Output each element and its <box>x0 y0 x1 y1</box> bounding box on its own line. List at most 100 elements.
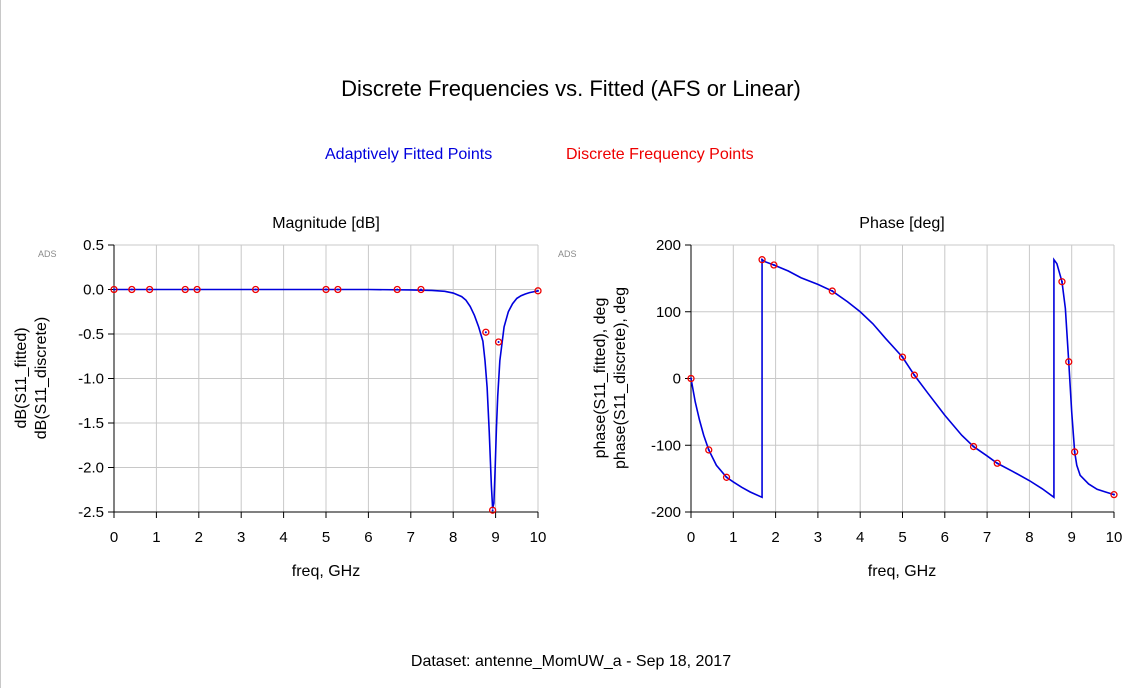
y-axis-label-1: dB(S11_discrete) <box>33 317 50 439</box>
fitted-point-10 <box>1060 280 1063 283</box>
discrete-point-9 <box>993 459 1001 467</box>
discrete-point-5 <box>251 285 260 294</box>
fitted-point-12 <box>497 341 500 344</box>
fitted-point-3 <box>184 288 187 291</box>
x-tick-label-9: 9 <box>1068 529 1076 546</box>
fitted-point-1 <box>130 288 133 291</box>
x-tick-label-8: 8 <box>1025 529 1033 546</box>
x-tick-label-5: 5 <box>898 529 906 546</box>
y-tick-label-6: -2.5 <box>78 504 104 521</box>
y-axis-label-1: phase(S11_discrete), deg <box>612 287 629 469</box>
series-line-fitted <box>114 288 539 509</box>
chart-panel-1: 0 1 2 3 4 5 6 7 8 9 10 200 100 0 -100 -200 Phase [deg] AD… <box>558 215 1122 580</box>
fitted-point-5 <box>831 290 834 293</box>
x-tick-label-4: 4 <box>279 529 287 546</box>
y-axis-label-0: phase(S11_fitted), deg <box>592 298 609 459</box>
fitted-point-11 <box>491 509 494 512</box>
y-tick-label-5: -2.0 <box>78 460 104 477</box>
fitted-point-13 <box>537 289 539 292</box>
discrete-point-2 <box>722 473 731 481</box>
ads-watermark: ADS <box>38 249 57 259</box>
discrete-point-0 <box>110 285 118 294</box>
fitted-point-1 <box>707 448 710 451</box>
x-tick-label-5: 5 <box>322 529 330 546</box>
discrete-point-4 <box>193 285 201 294</box>
fitted-point-4 <box>772 264 775 267</box>
fitted-point-7 <box>913 374 916 377</box>
legend-fitted: Adaptively Fitted Points <box>325 146 493 163</box>
x-tick-label-3: 3 <box>237 529 245 546</box>
discrete-point-1 <box>705 446 713 454</box>
page-title: Discrete Frequencies vs. Fitted (AFS or … <box>341 76 801 101</box>
discrete-point-12 <box>1071 448 1079 456</box>
x-tick-label-2: 2 <box>771 529 779 546</box>
fitted-point-11 <box>1067 360 1070 363</box>
discrete-point-12 <box>494 338 503 346</box>
x-tick-label-0: 0 <box>110 529 118 546</box>
discrete-point-13 <box>1110 490 1118 499</box>
discrete-point-11 <box>488 506 497 514</box>
fitted-point-8 <box>972 445 975 448</box>
y-tick-label-1: 100 <box>656 304 681 321</box>
fitted-point-4 <box>196 288 199 291</box>
fitted-point-2 <box>725 476 728 479</box>
panel-title: Phase [deg] <box>859 215 944 232</box>
fitted-point-13 <box>1113 493 1115 496</box>
fitted-point-9 <box>419 288 422 291</box>
discrete-point-6 <box>898 353 907 361</box>
discrete-point-6 <box>322 285 330 294</box>
x-tick-label-9: 9 <box>491 529 499 546</box>
fitted-point-9 <box>996 462 999 465</box>
x-tick-label-2: 2 <box>195 529 203 546</box>
discrete-point-8 <box>393 285 401 294</box>
discrete-point-10 <box>1058 278 1066 286</box>
y-tick-label-4: -200 <box>651 504 681 521</box>
discrete-point-13 <box>534 287 542 295</box>
x-axis-label: freq, GHz <box>292 563 360 580</box>
chart-panel-0: 0 1 2 3 4 5 6 7 8 9 10 0.5 0.0 -0.5 -1.0 -1.5 -2.0 -2.5 Ma… <box>13 215 546 580</box>
fitted-point-0 <box>690 377 692 380</box>
discrete-point-2 <box>145 285 154 294</box>
fitted-point-6 <box>325 288 327 291</box>
x-tick-label-8: 8 <box>449 529 457 546</box>
y-tick-label-4: -1.5 <box>78 415 104 432</box>
x-tick-label-7: 7 <box>407 529 415 546</box>
window-edge <box>0 0 1 688</box>
fitted-point-5 <box>254 288 257 291</box>
discrete-point-1 <box>128 285 136 294</box>
x-tick-label-3: 3 <box>814 529 822 546</box>
fitted-point-2 <box>148 288 151 291</box>
x-tick-label-0: 0 <box>687 529 695 546</box>
x-tick-label-1: 1 <box>729 529 737 546</box>
ads-watermark: ADS <box>558 249 577 259</box>
legend: Adaptively Fitted Points Discrete Freque… <box>0 146 1142 166</box>
y-tick-label-1: 0.0 <box>83 282 104 299</box>
discrete-point-9 <box>417 285 425 294</box>
y-tick-label-3: -100 <box>651 437 681 454</box>
fitted-point-7 <box>336 288 339 291</box>
discrete-point-10 <box>482 328 490 336</box>
fitted-point-6 <box>901 356 904 359</box>
legend-discrete: Discrete Frequency Points <box>566 146 754 163</box>
x-tick-label-7: 7 <box>983 529 991 546</box>
x-tick-label-6: 6 <box>364 529 372 546</box>
fitted-point-8 <box>396 288 399 291</box>
y-tick-label-3: -1.0 <box>78 371 104 388</box>
discrete-point-7 <box>910 371 918 379</box>
y-tick-label-0: 0.5 <box>83 237 104 254</box>
discrete-point-7 <box>334 285 342 294</box>
discrete-point-8 <box>969 442 978 451</box>
fitted-point-10 <box>484 331 487 334</box>
y-tick-label-0: 200 <box>656 237 681 254</box>
fitted-point-3 <box>761 258 764 261</box>
y-tick-label-2: -0.5 <box>78 326 104 343</box>
y-tick-label-2: 0 <box>673 371 681 388</box>
discrete-point-4 <box>770 261 778 269</box>
dataset-footer: Dataset: antenne_MomUW_a - Sep 18, 2017 <box>410 653 732 670</box>
fitted-point-0 <box>113 288 115 291</box>
x-tick-label-4: 4 <box>856 529 864 546</box>
x-tick-label-6: 6 <box>941 529 949 546</box>
discrete-point-5 <box>828 287 836 295</box>
discrete-point-0 <box>687 374 695 383</box>
x-tick-label-10: 10 <box>530 529 547 546</box>
